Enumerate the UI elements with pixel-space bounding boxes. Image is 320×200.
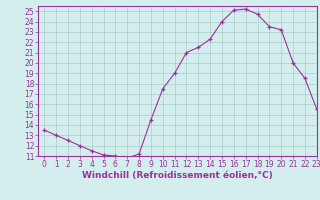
X-axis label: Windchill (Refroidissement éolien,°C): Windchill (Refroidissement éolien,°C) (82, 171, 273, 180)
